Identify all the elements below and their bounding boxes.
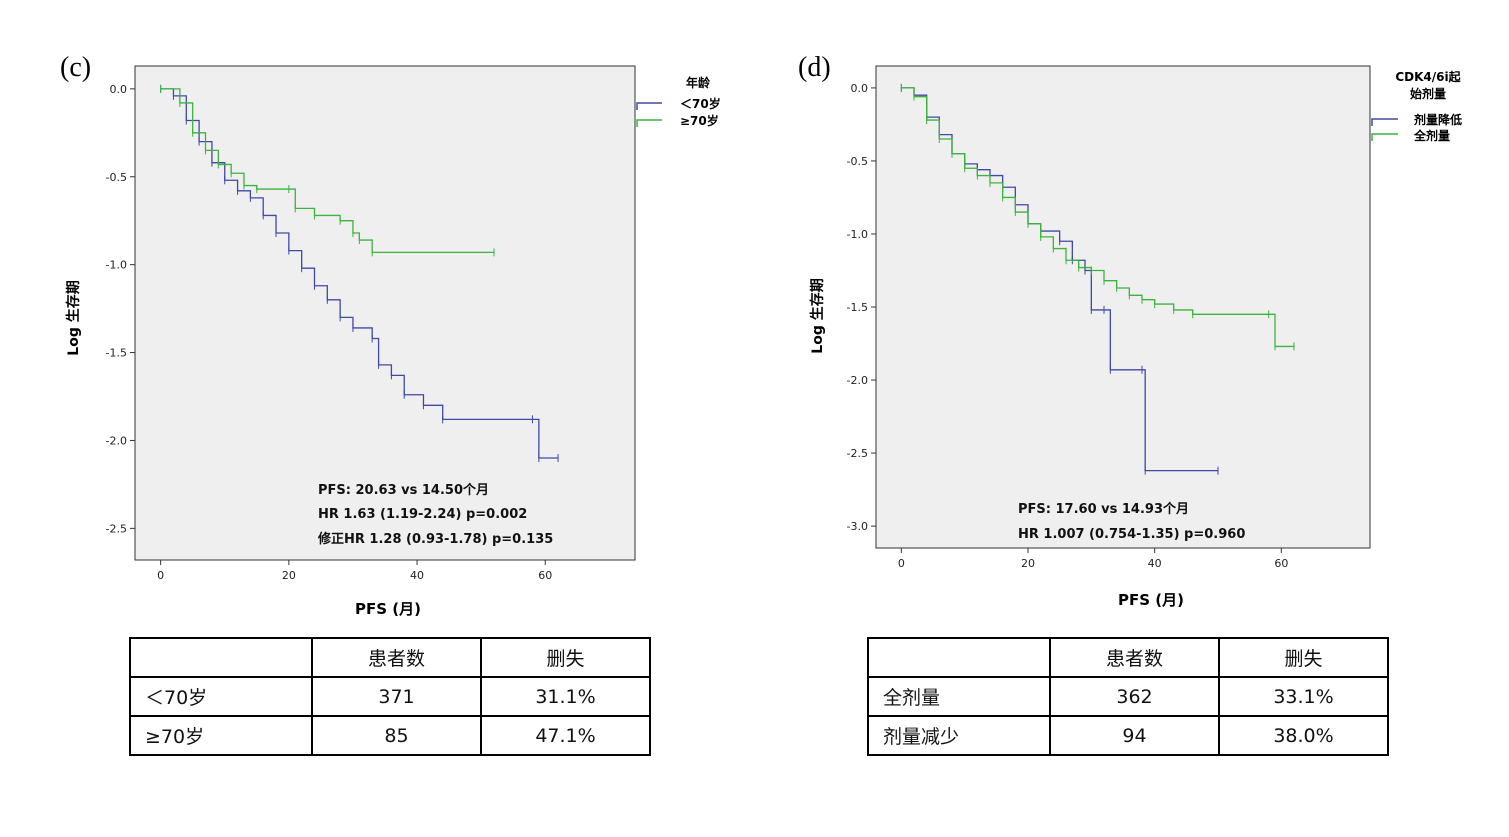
y-tick-label: -2.5	[106, 522, 127, 535]
legend-title: 年龄	[686, 75, 711, 90]
legend-swatch-reduced	[1371, 118, 1398, 126]
annotation-hr: HR 1.63 (1.19-2.24) p=0.002	[318, 507, 527, 522]
legend-label-under70: ＜70岁	[680, 96, 721, 111]
legend-swatch-full	[1371, 133, 1398, 141]
y-tick-label: -0.5	[847, 155, 868, 168]
summary-table-c: 患者数 删失 ＜70岁 371 31.1% ≥70岁 85 47.1%	[129, 637, 651, 756]
table-cell: 剂量减少	[867, 715, 1051, 756]
annotation-adjusted-hr: 修正HR 1.28 (0.93-1.78) p=0.135	[317, 531, 553, 547]
table-cell	[129, 637, 313, 678]
table-cell: 362	[1049, 676, 1220, 717]
x-tick-label: 0	[898, 557, 905, 570]
x-axis-label: PFS (月)	[1118, 591, 1184, 609]
y-axis-label: Log 生存期	[65, 280, 82, 355]
summary-table-d: 患者数 删失 全剂量 362 33.1% 剂量减少 94 38.0%	[867, 637, 1389, 756]
x-tick-label: 40	[1148, 557, 1162, 570]
x-tick-label: 60	[1274, 557, 1288, 570]
x-axis: 0 20 40 60	[157, 560, 552, 582]
legend-swatch-under70	[636, 102, 662, 110]
y-tick-label: 0.0	[851, 82, 869, 95]
legend-label-full: 全剂量	[1413, 128, 1450, 143]
legend-label-reduced: 剂量降低	[1413, 112, 1462, 127]
y-axis: 0.0 -0.5 -1.0 -1.5 -2.0 -2.5	[106, 83, 135, 535]
table-row: ＜70岁 371 31.1%	[129, 676, 651, 717]
table-cell: 全剂量	[867, 676, 1051, 717]
table-header-censored: 删失	[1218, 637, 1389, 678]
table-header-patients: 患者数	[311, 637, 482, 678]
x-axis-label: PFS (月)	[355, 600, 421, 618]
panel-letter: (d)	[798, 52, 831, 83]
series-group	[900, 83, 1295, 475]
y-tick-label: -2.0	[106, 434, 127, 447]
table-cell	[867, 637, 1051, 678]
legend-swatch-over70	[636, 119, 662, 127]
chart-d: (d) 0.0-0.5-1.0-1.5-2.0-2.5-3.0 0 20 40 60 …	[798, 52, 1462, 609]
y-axis-label: Log 生存期	[809, 278, 826, 353]
y-tick-label: -0.5	[106, 171, 127, 184]
table-header-row: 患者数 删失	[129, 637, 651, 678]
table-cell: 94	[1049, 715, 1220, 756]
annotation-hr: HR 1.007 (0.754-1.35) p=0.960	[1018, 527, 1245, 542]
table-cell: 31.1%	[480, 676, 651, 717]
panel-c: (c) 0.0 -0.5 -1.0 -1.5 -2.0 -2.5 0 20 40 60 Log …	[0, 0, 740, 837]
table-cell: 85	[311, 715, 482, 756]
table-header-censored: 删失	[480, 637, 651, 678]
y-tick-label: -1.5	[106, 347, 127, 360]
series-line	[160, 88, 559, 459]
y-tick-label: 0.0	[110, 83, 128, 96]
legend-title-line2: 始剂量	[1410, 86, 1446, 101]
table-cell: 33.1%	[1218, 676, 1389, 717]
plot-area	[134, 65, 636, 561]
y-tick-label: -3.0	[847, 520, 868, 533]
x-tick-label: 20	[1021, 557, 1035, 570]
y-tick-label: -1.0	[847, 228, 868, 241]
y-axis: 0.0 -0.5 -1.0 -1.5 -2.0 -2.5 -3.0	[847, 82, 876, 533]
chart-c: (c) 0.0 -0.5 -1.0 -1.5 -2.0 -2.5 0 20 40 60 Log …	[60, 52, 721, 618]
annotation-pfs: PFS: 17.60 vs 14.93个月	[1018, 501, 1189, 517]
table-cell: ＜70岁	[129, 676, 313, 717]
table-cell: 47.1%	[480, 715, 651, 756]
x-tick-label: 0	[157, 569, 164, 582]
legend-title-line1: CDK4/6i起	[1395, 69, 1461, 84]
plot-area	[875, 65, 1371, 549]
annotation-pfs: PFS: 20.63 vs 14.50个月	[318, 482, 489, 498]
table-header-patients: 患者数	[1049, 637, 1220, 678]
table-row: ≥70岁 85 47.1%	[129, 715, 651, 756]
table-row: 全剂量 362 33.1%	[867, 676, 1389, 717]
table-row: 剂量减少 94 38.0%	[867, 715, 1389, 756]
legend-label-over70: ≥70岁	[680, 113, 719, 128]
x-tick-label: 40	[410, 569, 424, 582]
table-cell: 38.0%	[1218, 715, 1389, 756]
x-axis: 0 20 40 60	[898, 548, 1288, 570]
x-tick-label: 20	[282, 569, 296, 582]
y-tick-label: -2.5	[847, 447, 868, 460]
y-tick-label: -1.0	[106, 259, 127, 272]
y-tick-label: -2.0	[847, 374, 868, 387]
table-header-row: 患者数 删失	[867, 637, 1389, 678]
x-tick-label: 60	[538, 569, 552, 582]
panel-d: (d) 0.0 -0.5 -1.0 -1.5 -2.0 -2.5 -3.0 0 20 40 60 …	[740, 0, 1509, 837]
panel-letter: (c)	[60, 52, 91, 83]
series-line	[901, 87, 1218, 472]
y-tick-label: -1.5	[847, 301, 868, 314]
table-cell: 371	[311, 676, 482, 717]
table-cell: ≥70岁	[129, 715, 313, 756]
series-group	[160, 84, 559, 463]
